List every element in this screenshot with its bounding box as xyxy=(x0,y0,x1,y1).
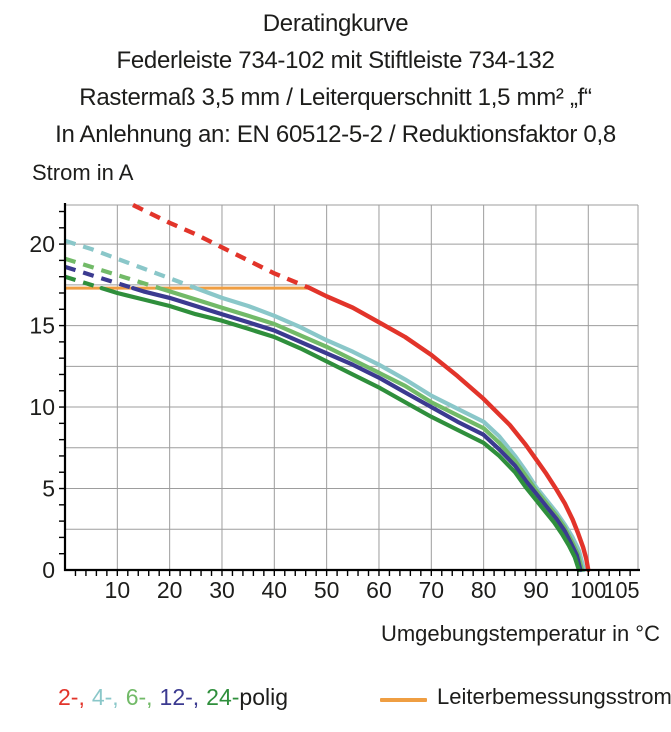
curve-24-polig xyxy=(99,286,582,573)
y-tick-label-20: 20 xyxy=(29,231,55,257)
curve-12-polig-dashed xyxy=(64,264,134,291)
legend-poles-suffix: polig xyxy=(239,684,289,710)
x-tick-label-30: 30 xyxy=(209,577,235,603)
y-tick-label-10: 10 xyxy=(29,394,55,420)
curve-24-polig-dashed xyxy=(64,274,103,291)
legend-pole-2: 2-, xyxy=(58,684,85,710)
x-tick-label-20: 20 xyxy=(157,577,183,603)
x-tick-label-10: 10 xyxy=(105,577,131,603)
curve-4-polig-dashed xyxy=(64,238,197,291)
legend-pole-4: 4-, xyxy=(91,684,119,710)
y-tick-label-15: 15 xyxy=(29,313,55,339)
chart-title-block: Deratingkurve Federleiste 734-102 mit St… xyxy=(0,5,671,153)
x-tick-label-70: 70 xyxy=(419,577,445,603)
curve-2-polig-dashed xyxy=(132,203,311,291)
rated-current-line-swatch xyxy=(380,698,427,702)
chart-title-line-3: Rastermaß 3,5 mm / Leiterquerschnitt 1,5… xyxy=(79,84,592,111)
x-axis-title: Umgebungstemperatur in °C xyxy=(380,621,660,646)
chart-title-line-2: Federleiste 734-102 mit Stiftleiste 734-… xyxy=(116,47,555,74)
legend-pole-24: 24- xyxy=(206,684,240,710)
legend-pole-6: 6-, xyxy=(125,684,153,710)
y-tick-label-0: 0 xyxy=(42,557,55,583)
legend-pole-12: 12-, xyxy=(159,684,200,710)
x-tick-label-100: 100 xyxy=(570,577,606,603)
curve-6-polig-dashed xyxy=(64,256,160,291)
x-tick-label-105: 105 xyxy=(603,577,639,603)
y-tick-label-5: 5 xyxy=(42,476,55,502)
rated-current-label: Leiterbemessungsstrom xyxy=(437,684,671,709)
curve-12-polig xyxy=(130,286,583,573)
x-tick-label-80: 80 xyxy=(471,577,497,603)
curve-6-polig xyxy=(157,286,585,573)
x-tick-label-50: 50 xyxy=(314,577,340,603)
legend-poles: 2-, 4-, 6-, 12-, 24-polig xyxy=(58,684,288,711)
y-axis-title: Strom in A xyxy=(32,160,134,185)
chart-title-line-4: In Anlehnung an: EN 60512-5-2 / Reduktio… xyxy=(55,121,616,148)
x-tick-label-60: 60 xyxy=(366,577,392,603)
curve-2-polig xyxy=(307,285,591,573)
chart-title-line-1: Deratingkurve xyxy=(262,10,409,37)
x-tick-label-90: 90 xyxy=(523,577,549,603)
x-tick-label-40: 40 xyxy=(262,577,288,603)
